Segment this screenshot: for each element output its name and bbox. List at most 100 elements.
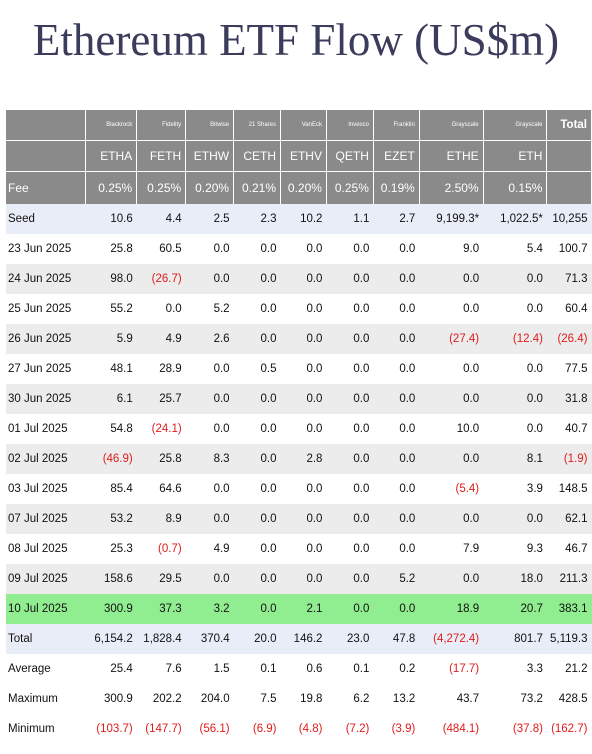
row-label: 10 Jul 2025 [6, 594, 86, 624]
table-cell: 60.5 [159, 243, 182, 255]
table-cell: 4.9 [136, 324, 186, 354]
issuer-header-cell: Grayscale [419, 110, 484, 141]
table-cell: (103.7) [85, 714, 137, 744]
table-cell: 10.0 [456, 423, 480, 435]
issuer-header-cell: Fidelity [136, 110, 187, 141]
table-cell: 1.5 [185, 654, 234, 684]
summary-row: Total 6,154.2 1,828.4 370.4 20.0 146.2 23.0 47.… [6, 624, 592, 654]
table-cell: 28.9 [159, 363, 182, 375]
table-cell: (17.7) [419, 654, 484, 684]
table-cell: 0.0 [399, 303, 416, 315]
table-cell: 0.0 [326, 444, 374, 474]
table-cell: 0.0 [326, 594, 374, 624]
table-cell: 0.0 [185, 504, 234, 534]
table-cell: (27.4) [419, 324, 484, 354]
table-cell: 1,022.5* [483, 204, 547, 234]
ticker-header-cell [546, 140, 592, 172]
fee-header-cell: 0.20% [280, 171, 327, 204]
table-cell: 202.2 [136, 684, 186, 714]
table-cell: 2.7 [373, 204, 420, 234]
table-cell: 2.1 [280, 594, 327, 624]
table-cell: 0.1 [233, 654, 281, 684]
table-cell: 19.8 [280, 684, 327, 714]
table-cell: 9.3 [526, 543, 543, 555]
table-cell: 3.2 [185, 594, 234, 624]
table-cell: 0.0 [233, 264, 281, 294]
table-cell: 54.8 [110, 423, 133, 435]
table-row: 10 Jul 2025 300.9 37.3 3.2 0.0 2.1 0.0 0.0 18.9 2… [6, 594, 592, 624]
table-cell: 0.0 [483, 264, 547, 294]
table-cell: 0.0 [353, 423, 370, 435]
table-cell: 0.0 [353, 483, 370, 495]
table-cell: 62.1 [546, 504, 592, 534]
table-cell: 0.0 [373, 264, 420, 294]
table-cell: 0.0 [526, 423, 543, 435]
table-cell: 25.3 [110, 543, 133, 555]
table-cell: 0.0 [306, 363, 323, 375]
table-cell: (26.7) [136, 264, 186, 294]
table-cell: 0.0 [463, 303, 480, 315]
table-cell: 0.0 [326, 384, 374, 414]
table-cell: 21.2 [546, 654, 592, 684]
table-cell: (4,272.4) [419, 624, 484, 654]
table-cell: 300.9 [85, 594, 137, 624]
table-cell: 8.1 [483, 444, 547, 474]
flow-table-body: Seed 10.6 4.4 2.5 2.3 10.2 1.1 2.7 9,199.3* 1,022… [6, 204, 592, 744]
table-cell: (26.4) [546, 324, 592, 354]
ticker-header-row: ETHA FETH ETHW CETH ETHV QETH EZET ETHE ETH [6, 140, 592, 172]
issuer-header-cell: Invesco [326, 110, 374, 141]
table-cell: 25.8 [136, 444, 186, 474]
row-label: 03 Jul 2025 [8, 483, 68, 495]
table-cell: 100.7 [558, 243, 588, 255]
table-cell: 3.9 [526, 483, 543, 495]
table-cell: 0.0 [306, 303, 323, 315]
table-cell: 383.1 [546, 594, 592, 624]
table-cell: 10.2 [280, 204, 327, 234]
page-title: Ethereum ETF Flow (US$m) [32, 15, 560, 65]
table-cell: (4.8) [280, 714, 327, 744]
table-cell: 25.8 [110, 243, 133, 255]
table-cell: 0.0 [233, 504, 281, 534]
table-cell: 5.2 [373, 564, 420, 594]
summary-row: Average 25.4 7.6 1.5 0.1 0.6 0.1 0.2 (17.7) 3.3 21… [6, 654, 592, 684]
table-cell: 0.0 [373, 444, 420, 474]
table-cell: 2.3 [233, 204, 281, 234]
table-row: 01 Jul 2025 54.8 (24.1) 0.0 0.0 0.0 0.0 0.0 10.0… [6, 414, 592, 444]
table-row: 03 Jul 2025 85.4 64.6 0.0 0.0 0.0 0.0 0.0 (5.4) 3… [6, 474, 592, 504]
table-cell: 211.3 [546, 564, 592, 594]
issuer-header-cell [6, 110, 87, 141]
table-cell: 25.7 [136, 384, 186, 414]
row-label: Seed [6, 204, 86, 234]
ticker-header-cell [6, 140, 87, 172]
table-cell: 0.0 [483, 384, 547, 414]
table-cell: 0.0 [353, 243, 370, 255]
ticker-header-cell: ETHE [419, 140, 484, 172]
table-cell: (46.9) [85, 444, 137, 474]
table-row: 02 Jul 2025 (46.9) 25.8 8.3 0.0 2.8 0.0 0.0 0.0 8… [6, 444, 592, 474]
table-cell: 6.1 [85, 384, 137, 414]
ticker-header-cell: QETH [326, 140, 374, 172]
table-cell: 64.6 [159, 483, 182, 495]
ticker-header-cell: ETH [483, 140, 548, 172]
issuer-header-cell: Blackrock [85, 110, 138, 141]
table-cell: 0.0 [399, 363, 416, 375]
table-row: 27 Jun 2025 48.1 28.9 0.0 0.5 0.0 0.0 0.0 0.0 0.0… [6, 354, 592, 384]
table-row: 08 Jul 2025 25.3 (0.7) 4.9 0.0 0.0 0.0 0.0 7.9 9.… [6, 534, 592, 564]
row-label: 25 Jun 2025 [8, 303, 72, 315]
table-row: 25 Jun 2025 55.2 0.0 5.2 0.0 0.0 0.0 0.0 0.0 0.0 6… [6, 294, 592, 324]
etf-flow-table: Blackrock Fidelity Bitwise 21 Shares VanEck I… [6, 110, 592, 744]
table-cell: 146.2 [280, 624, 327, 654]
ticker-header-cell: FETH [136, 140, 187, 172]
table-cell: 5.2 [213, 303, 230, 315]
table-cell: 370.4 [185, 624, 234, 654]
fee-header-cell [546, 171, 592, 204]
table-cell: 9.0 [463, 243, 480, 255]
fee-header-cell: 0.19% [373, 171, 420, 204]
issuer-header-cell: 21 Shares [233, 110, 282, 141]
table-cell: 47.8 [373, 624, 420, 654]
table-cell: 2.5 [185, 204, 234, 234]
table-cell: (12.4) [483, 324, 547, 354]
table-cell: 0.0 [326, 564, 374, 594]
table-cell: (56.1) [185, 714, 234, 744]
table-cell: 40.7 [565, 423, 588, 435]
